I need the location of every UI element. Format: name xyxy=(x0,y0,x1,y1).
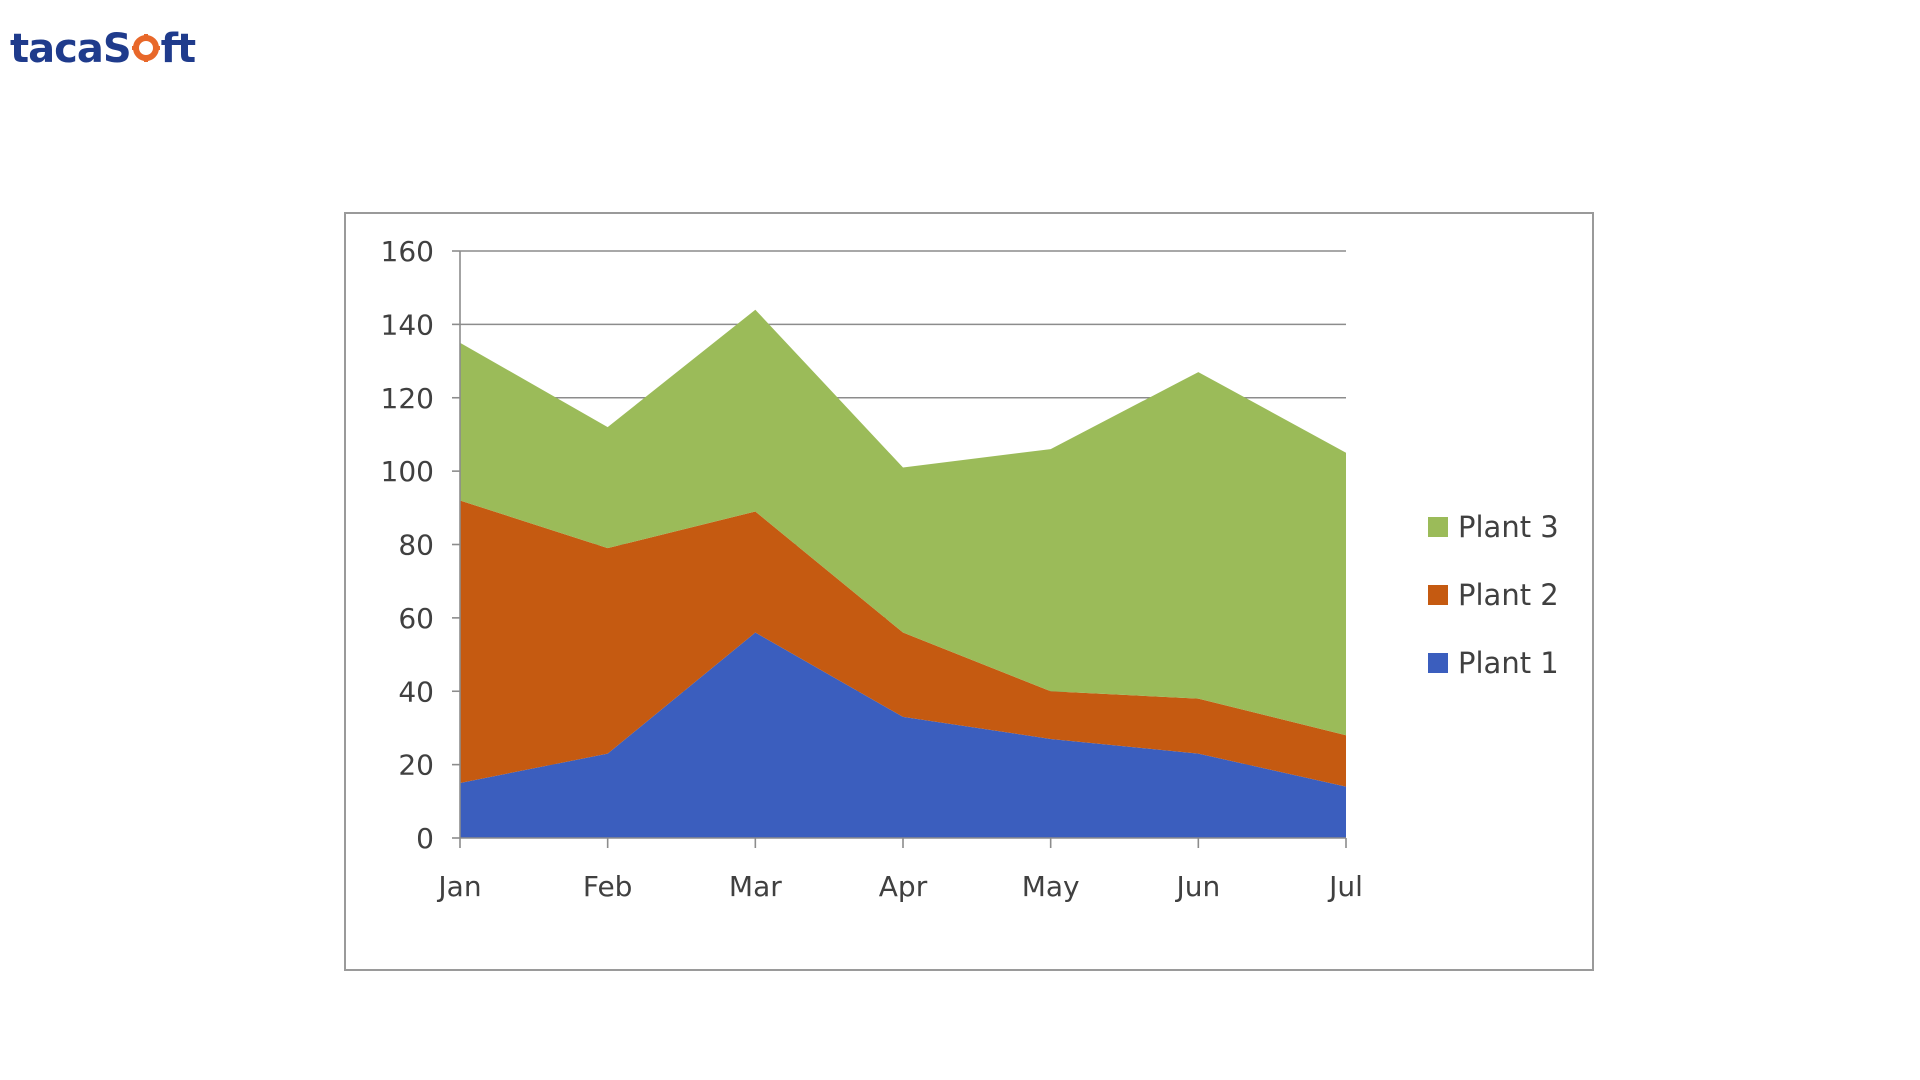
logo-text-right: ft xyxy=(160,26,197,72)
y-tick-labels: 0 20 40 60 80 100 120 140 160 xyxy=(381,235,434,855)
gear-icon xyxy=(131,34,160,62)
x-tick-label: Jul xyxy=(1327,870,1363,903)
legend-swatch xyxy=(1428,653,1448,673)
logo-gear-icon xyxy=(131,26,161,72)
area-plant-1 xyxy=(460,632,1346,838)
x-tick-label: May xyxy=(1022,870,1080,903)
axes xyxy=(452,250,1347,848)
y-tick-label: 160 xyxy=(381,235,434,268)
legend: Plant 3 Plant 2 Plant 1 xyxy=(1428,510,1559,680)
x-tick-label: Jun xyxy=(1174,870,1220,903)
area-series xyxy=(460,309,1346,838)
y-tick-label: 60 xyxy=(398,602,434,635)
legend-swatch xyxy=(1428,517,1448,537)
area-plant-3 xyxy=(460,309,1346,736)
y-tick-label: 100 xyxy=(381,455,434,488)
legend-label: Plant 1 xyxy=(1458,646,1559,680)
y-tick-label: 0 xyxy=(416,822,434,855)
brand-logo: tacaS ft xyxy=(10,26,197,72)
y-tick-label: 40 xyxy=(398,675,434,708)
x-tick-label: Feb xyxy=(583,870,633,903)
legend-label: Plant 3 xyxy=(1458,510,1559,544)
stacked-area-chart: 0 20 40 60 80 100 120 140 160 Jan Feb Mar Apr May Jun… xyxy=(381,235,1559,903)
area-plant-2 xyxy=(460,500,1346,787)
logo-text-left: tacaS xyxy=(10,26,132,72)
y-tick-label: 80 xyxy=(398,529,434,562)
x-tick-label: Apr xyxy=(879,870,928,903)
legend-swatch xyxy=(1428,585,1448,605)
y-tick-label: 20 xyxy=(398,749,434,782)
x-tick-labels: Jan Feb Mar Apr May Jun Jul xyxy=(436,870,1362,903)
y-tick-label: 120 xyxy=(381,382,434,415)
x-tick-label: Jan xyxy=(436,870,481,903)
x-tick-label: Mar xyxy=(729,870,782,903)
legend-label: Plant 2 xyxy=(1458,578,1559,612)
y-tick-label: 140 xyxy=(381,308,434,341)
chart-frame: 0 20 40 60 80 100 120 140 160 Jan Feb Mar Apr May Jun… xyxy=(344,212,1594,971)
